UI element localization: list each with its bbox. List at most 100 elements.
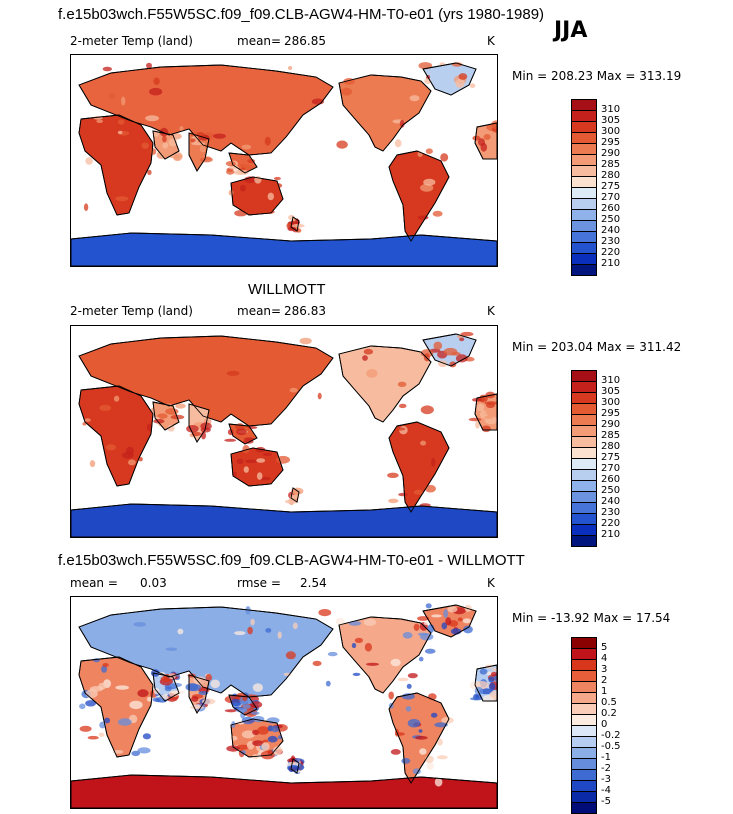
field-texture (256, 458, 266, 463)
field-texture (230, 698, 242, 707)
field-texture (469, 83, 476, 89)
field-texture (419, 748, 427, 755)
field-texture (241, 730, 255, 739)
field-texture (336, 140, 348, 149)
field-texture (252, 740, 264, 747)
field-texture (122, 451, 134, 459)
field-texture (366, 369, 378, 378)
field-texture (201, 698, 216, 705)
colorbar-swatch (571, 264, 597, 276)
field-texture (485, 410, 491, 415)
field-texture (267, 735, 278, 743)
coastline-nz (290, 758, 300, 774)
coastline-samerica (388, 421, 450, 513)
coastline-seasia (228, 694, 258, 716)
field-texture (490, 671, 497, 677)
colorbar-tick-label: 310 (601, 375, 621, 386)
colorbar-tick-label: 220 (601, 518, 621, 529)
field-texture (437, 755, 448, 760)
field-texture (417, 616, 430, 621)
panel3-heading: f.e15b03wch.F55W5SC.f09_f09.CLB-AGW4-HM-… (58, 552, 525, 569)
field-texture (113, 395, 120, 402)
continent-africa (78, 656, 154, 758)
field-texture (397, 677, 409, 682)
panel2-mean-value: 286.83 (284, 304, 326, 318)
field-texture (492, 667, 497, 672)
field-texture (108, 93, 115, 100)
field-texture (99, 404, 112, 411)
field-texture (420, 633, 434, 641)
colorbar-tick-label: 250 (601, 214, 621, 225)
colorbar-tick-label: 280 (601, 170, 621, 181)
field-texture (431, 712, 438, 718)
colorbar-tick-label: 210 (601, 529, 621, 540)
field-texture (394, 139, 402, 148)
field-texture (261, 742, 270, 751)
coastline-india (188, 674, 210, 714)
field-texture (470, 697, 484, 701)
field-texture (352, 672, 361, 676)
field-texture (210, 679, 220, 689)
field-texture (407, 718, 421, 728)
colorbar-tick-label: 250 (601, 485, 621, 496)
field-texture (486, 402, 495, 409)
field-texture (168, 153, 183, 159)
field-texture (401, 758, 411, 764)
coastline-seasia (228, 423, 258, 445)
field-texture (363, 348, 374, 355)
field-texture (484, 415, 494, 420)
coastline-eurasia (78, 64, 334, 156)
field-texture (455, 354, 468, 363)
colorbar-swatch (571, 535, 597, 547)
field-texture (425, 484, 436, 493)
field-texture (449, 361, 457, 368)
field-texture (426, 762, 434, 770)
field-texture (417, 215, 429, 220)
colorbar-tick-label: -0.2 (601, 730, 621, 741)
panel3-rmse-value: 2.54 (300, 576, 327, 590)
field-texture (213, 133, 226, 139)
field-texture (262, 452, 273, 456)
field-texture (243, 437, 255, 441)
field-texture (167, 424, 175, 432)
field-texture (141, 142, 149, 149)
field-texture (146, 62, 152, 69)
field-texture (267, 192, 274, 201)
field-texture (236, 428, 247, 436)
colorbar-tick-label: 295 (601, 408, 621, 419)
field-texture (96, 119, 104, 124)
field-texture (85, 689, 98, 698)
field-texture (255, 446, 266, 453)
field-texture (271, 725, 280, 733)
field-texture (200, 409, 206, 416)
map-diff (71, 603, 497, 808)
field-texture (137, 747, 151, 754)
field-texture (241, 144, 252, 150)
colorbar-tick-label: -5 (601, 796, 611, 807)
field-texture (475, 420, 480, 429)
colorbar-tick-label: 290 (601, 148, 621, 159)
field-texture (226, 169, 235, 175)
field-texture (193, 676, 207, 685)
field-texture (149, 87, 163, 96)
field-texture (89, 460, 96, 468)
field-texture (457, 617, 463, 622)
field-texture (287, 226, 297, 232)
field-texture (85, 157, 93, 165)
field-texture (364, 642, 372, 652)
colorbar-tick-label: 270 (601, 463, 621, 474)
colorbar-tick-label: -2 (601, 763, 611, 774)
colorbar-tick-label: 300 (601, 397, 621, 408)
field-texture (104, 717, 111, 724)
field-texture (420, 405, 434, 415)
coastline-samerica (388, 150, 450, 242)
colorbar-tick-label: 1 (601, 686, 608, 697)
colorbar-tick-label: 275 (601, 452, 621, 463)
field-texture (146, 696, 153, 702)
map-panel-diff (70, 596, 498, 809)
field-texture (252, 683, 263, 692)
field-texture (431, 458, 436, 467)
field-texture (407, 673, 418, 679)
field-texture (325, 680, 331, 687)
colorbar-tick-label: 0.2 (601, 708, 617, 719)
